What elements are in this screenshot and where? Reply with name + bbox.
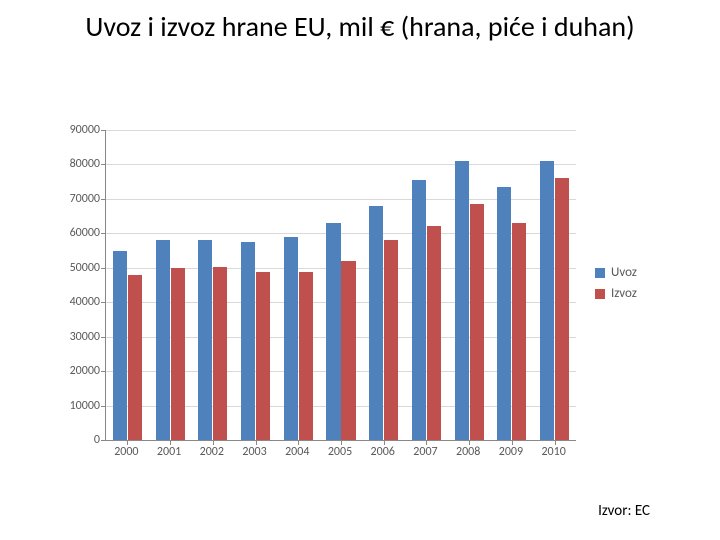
legend-label: Uvoz: [611, 265, 637, 280]
legend-swatch: [595, 268, 605, 278]
bar: [412, 180, 426, 440]
y-tick: [101, 406, 106, 407]
x-axis-label: 2010: [534, 445, 574, 459]
bar: [341, 261, 355, 440]
y-axis-label: 50000: [45, 261, 100, 275]
bar: [171, 268, 185, 440]
bar: [256, 272, 270, 440]
slide: Uvoz i izvoz hrane EU, mil € (hrana, pić…: [0, 0, 720, 540]
legend-label: Izvoz: [611, 286, 637, 301]
x-axis-label: 2000: [106, 445, 146, 459]
y-tick: [101, 302, 106, 303]
gridline: [106, 164, 576, 165]
bar: [470, 204, 484, 440]
bar: [455, 161, 469, 440]
legend-item: Uvoz: [595, 265, 637, 280]
bar: [241, 242, 255, 440]
x-axis-label: 2006: [363, 445, 403, 459]
bar: [497, 187, 511, 440]
bar: [198, 240, 212, 440]
bar: [284, 237, 298, 440]
bar: [299, 272, 313, 440]
x-axis-label: 2003: [235, 445, 275, 459]
bar: [540, 161, 554, 440]
slide-title: Uvoz i izvoz hrane EU, mil € (hrana, pić…: [0, 10, 720, 44]
gridline: [106, 130, 576, 131]
legend: Uvoz Izvoz: [595, 265, 637, 307]
y-axis-label: 80000: [45, 157, 100, 171]
y-tick: [101, 371, 106, 372]
y-tick: [101, 233, 106, 234]
y-tick: [101, 130, 106, 131]
bar-chart: Uvoz Izvoz 0 10000 20000 30000 40000 50000 6000…: [40, 120, 680, 480]
bar: [427, 226, 441, 440]
y-tick: [101, 268, 106, 269]
plot-area: [105, 130, 576, 441]
y-axis-label: 0: [45, 433, 100, 447]
x-axis-label: 2008: [448, 445, 488, 459]
y-tick: [101, 337, 106, 338]
y-axis-label: 40000: [45, 295, 100, 309]
bar: [213, 267, 227, 440]
bar: [555, 178, 569, 440]
x-axis-label: 2004: [277, 445, 317, 459]
legend-swatch: [595, 289, 605, 299]
x-axis-label: 2009: [491, 445, 531, 459]
x-axis-label: 2001: [149, 445, 189, 459]
source-label: Izvor: EC: [598, 502, 650, 520]
bar: [369, 206, 383, 440]
bar: [326, 223, 340, 440]
x-axis-label: 2005: [320, 445, 360, 459]
y-axis-label: 30000: [45, 330, 100, 344]
x-axis-label: 2007: [405, 445, 445, 459]
y-axis-label: 20000: [45, 364, 100, 378]
y-axis-label: 10000: [45, 399, 100, 413]
legend-item: Izvoz: [595, 286, 637, 301]
bar: [113, 251, 127, 440]
y-tick: [101, 164, 106, 165]
y-axis-label: 60000: [45, 226, 100, 240]
y-axis-label: 70000: [45, 192, 100, 206]
bar: [384, 240, 398, 440]
x-axis-label: 2002: [192, 445, 232, 459]
bar: [512, 223, 526, 440]
y-tick: [101, 199, 106, 200]
bar: [156, 240, 170, 440]
y-axis-label: 90000: [45, 123, 100, 137]
bar: [128, 275, 142, 440]
y-tick: [101, 440, 106, 441]
